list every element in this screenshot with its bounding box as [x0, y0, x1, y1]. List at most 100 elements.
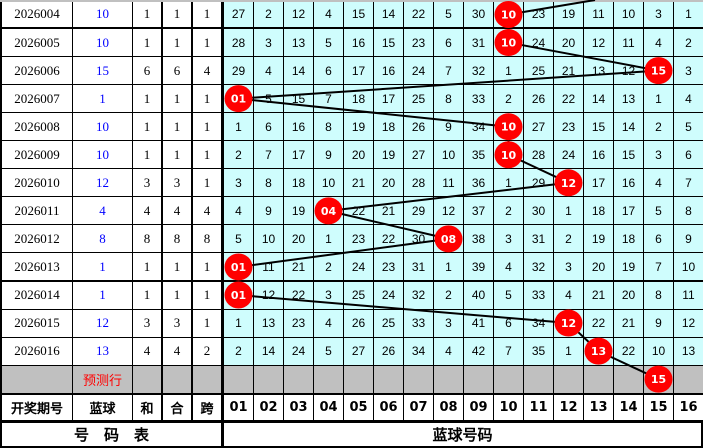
omission-cell: 17 [614, 197, 643, 225]
row-hewei: 6 [163, 57, 191, 85]
omission-cell: 20 [374, 169, 403, 197]
omission-cell: 2 [224, 141, 253, 169]
omission-cell: 25 [404, 85, 433, 113]
row-he: 3 [133, 309, 161, 337]
omission-cell: 23 [404, 29, 433, 57]
row-kua: 8 [193, 225, 221, 253]
ball-number: 10 [501, 149, 517, 162]
omission-cell: 8 [644, 281, 673, 309]
prediction-blank [133, 365, 161, 393]
omission-cell: 3 [644, 141, 673, 169]
ball-number: 12 [561, 317, 576, 330]
header-number-05: 05 [344, 395, 373, 420]
row-blue: 1 [73, 85, 132, 113]
omission-cell: 5 [314, 337, 343, 365]
row-period: 2026008 [2, 113, 72, 141]
omission-cell: 4 [554, 281, 583, 309]
header-number-01: 01 [224, 395, 253, 420]
omission-cell: 10 [674, 253, 703, 281]
row-blue: 10 [73, 29, 132, 57]
omission-cell: 13 [674, 337, 703, 365]
omission-cell: 19 [374, 141, 403, 169]
omission-cell: 22 [404, 0, 433, 27]
blue-ball-marker: 15 [644, 365, 673, 393]
omission-cell: 5 [494, 281, 523, 309]
top-edge [0, 0, 703, 2]
omission-cell: 7 [644, 253, 673, 281]
footer-right: 蓝球号码 [224, 423, 701, 446]
omission-cell: 18 [284, 169, 313, 197]
omission-cell: 23 [374, 253, 403, 281]
omission-cell: 4 [254, 57, 283, 85]
omission-cell: 21 [554, 57, 583, 85]
row-kua: 4 [193, 57, 221, 85]
row-period: 2026005 [2, 29, 72, 57]
prediction-cell [554, 365, 583, 393]
ball-number: 01 [231, 289, 246, 302]
omission-cell: 17 [344, 57, 373, 85]
row-he: 4 [133, 337, 161, 365]
omission-cell: 8 [254, 169, 283, 197]
omission-cell: 31 [404, 253, 433, 281]
omission-cell: 22 [284, 281, 313, 309]
omission-cell: 9 [674, 225, 703, 253]
omission-cell: 1 [224, 309, 253, 337]
omission-cell: 3 [674, 57, 703, 85]
omission-cell: 21 [344, 169, 373, 197]
row-he: 8 [133, 225, 161, 253]
row-kua: 4 [193, 197, 221, 225]
prediction-blank [2, 365, 72, 393]
omission-cell: 2 [494, 197, 523, 225]
row-kua: 1 [193, 85, 221, 113]
blue-ball-marker: 08 [434, 225, 463, 253]
row-period: 2026010 [2, 169, 72, 197]
omission-cell: 5 [674, 113, 703, 141]
row-period: 2026009 [2, 141, 72, 169]
row-blue: 15 [73, 57, 132, 85]
omission-cell: 5 [314, 29, 343, 57]
row-period: 2026014 [2, 281, 72, 309]
omission-cell: 34 [404, 337, 433, 365]
omission-cell: 29 [224, 57, 253, 85]
omission-cell: 8 [434, 85, 463, 113]
omission-cell: 1 [644, 85, 673, 113]
trend-line [238, 237, 449, 268]
trend-line [508, 0, 596, 16]
blue-ball-marker: 10 [494, 1, 523, 28]
row-he: 3 [133, 169, 161, 197]
ball-number: 15 [651, 373, 666, 386]
prediction-cell [344, 365, 373, 393]
omission-cell: 19 [614, 253, 643, 281]
omission-cell: 16 [374, 57, 403, 85]
omission-cell: 4 [314, 0, 343, 27]
omission-cell: 25 [374, 309, 403, 337]
row-hewei: 1 [163, 281, 191, 309]
blue-ball-marker: 04 [314, 197, 343, 225]
omission-cell: 3 [254, 29, 283, 57]
ball-number: 01 [231, 261, 246, 274]
omission-cell: 2 [224, 337, 253, 365]
omission-cell: 31 [524, 225, 553, 253]
trend-line [238, 97, 509, 128]
omission-cell: 19 [284, 197, 313, 225]
omission-cell: 32 [464, 57, 493, 85]
omission-cell: 27 [344, 337, 373, 365]
omission-cell: 9 [314, 141, 343, 169]
omission-cell: 2 [314, 253, 343, 281]
omission-cell: 22 [584, 309, 613, 337]
row-hewei: 1 [163, 29, 191, 57]
header-blue: 蓝球 [73, 395, 132, 420]
ball-number: 13 [591, 345, 606, 358]
omission-cell: 8 [314, 113, 343, 141]
prediction-cell [224, 365, 253, 393]
omission-cell: 32 [524, 253, 553, 281]
omission-cell: 16 [344, 29, 373, 57]
omission-cell: 6 [674, 141, 703, 169]
row-blue: 12 [73, 309, 132, 337]
omission-cell: 1 [434, 253, 463, 281]
header-number-04: 04 [314, 395, 343, 420]
omission-cell: 3 [644, 0, 673, 27]
header-number-07: 07 [404, 395, 433, 420]
omission-cell: 35 [524, 337, 553, 365]
omission-cell: 3 [554, 253, 583, 281]
